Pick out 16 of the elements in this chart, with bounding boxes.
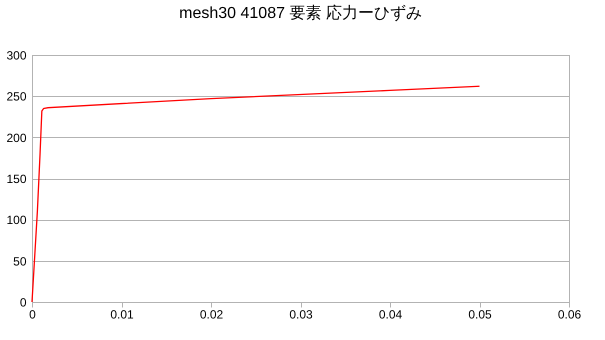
chart-title: mesh30 41087 要素 応力ーひずみ <box>179 4 422 22</box>
y-tick-label: 300 <box>6 48 27 62</box>
line-series <box>31 86 480 303</box>
y-tick-label: 50 <box>13 254 27 268</box>
y-tick-label: 200 <box>6 130 27 145</box>
x-tick-label: 0.03 <box>289 308 313 322</box>
x-tick-label: 0.02 <box>200 308 224 322</box>
x-tick-label: 0.01 <box>110 308 134 322</box>
x-tick-label: 0.05 <box>468 308 492 322</box>
y-tick-label: 100 <box>6 213 27 228</box>
x-tick-label: 0 <box>29 308 36 322</box>
y-tick-label: 250 <box>6 90 27 104</box>
y-tick-label: 0 <box>20 296 27 310</box>
y-tick-label: 150 <box>6 172 27 186</box>
x-tick-label: 0.04 <box>378 308 402 322</box>
x-tick-label: 0.06 <box>558 308 582 322</box>
